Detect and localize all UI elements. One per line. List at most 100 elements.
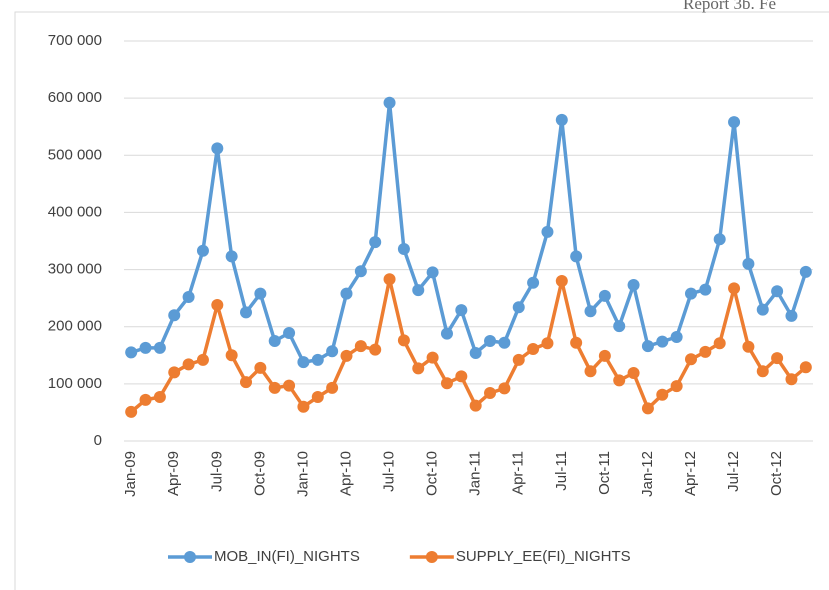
- x-tick-label: Jul-10: [381, 451, 398, 492]
- data-point: [397, 334, 410, 347]
- y-tick-label: 500 000: [48, 146, 102, 163]
- data-point: [785, 309, 798, 322]
- data-point: [297, 400, 310, 413]
- data-point: [641, 340, 654, 353]
- header-band: [0, 0, 829, 11]
- y-tick-label: 200 000: [48, 318, 102, 335]
- data-point: [541, 225, 554, 238]
- data-point: [369, 343, 382, 356]
- data-point: [369, 236, 382, 249]
- legend-marker: [425, 551, 438, 563]
- data-point: [742, 257, 755, 270]
- data-point: [555, 113, 568, 126]
- data-point: [182, 291, 195, 303]
- x-tick-label: Oct-10: [424, 451, 441, 496]
- data-point: [713, 233, 726, 246]
- data-point: [512, 301, 525, 314]
- data-point: [297, 356, 310, 369]
- data-point: [541, 337, 554, 350]
- data-point: [613, 320, 626, 333]
- data-point: [498, 382, 511, 395]
- data-point: [570, 336, 583, 349]
- data-point: [196, 353, 209, 366]
- data-point: [641, 402, 654, 415]
- data-point: [570, 250, 583, 263]
- data-point: [340, 287, 353, 300]
- data-point: [326, 381, 339, 394]
- data-point: [254, 287, 267, 300]
- data-point: [684, 287, 697, 300]
- x-tick-label: Apr-10: [337, 451, 354, 496]
- data-point: [670, 331, 683, 343]
- x-tick-label: Jan-09: [122, 451, 139, 497]
- y-tick-label: 600 000: [48, 89, 102, 106]
- data-point: [139, 393, 152, 406]
- data-point: [756, 303, 769, 316]
- data-point: [211, 142, 224, 155]
- data-point: [153, 391, 166, 403]
- data-point: [139, 341, 152, 354]
- x-tick-label: Oct-09: [251, 451, 268, 496]
- legend-marker: [184, 551, 196, 563]
- x-tick-label: Jan-11: [467, 451, 484, 496]
- data-point: [584, 305, 597, 318]
- data-point: [670, 380, 683, 393]
- data-point: [756, 365, 769, 378]
- data-point: [397, 243, 410, 255]
- data-point: [412, 284, 425, 297]
- data-point: [125, 405, 138, 418]
- data-point: [771, 285, 784, 298]
- data-point: [354, 265, 367, 278]
- data-point: [283, 327, 296, 339]
- data-point: [455, 370, 468, 383]
- data-point: [527, 276, 540, 289]
- legend-item: MOB_IN(FI)_NIGHTS: [168, 548, 360, 565]
- data-point: [656, 388, 669, 401]
- data-point: [383, 96, 396, 109]
- data-point: [283, 379, 296, 392]
- data-point: [484, 387, 497, 399]
- data-point: [469, 347, 482, 359]
- data-point: [240, 306, 253, 319]
- data-point: [799, 265, 812, 278]
- data-point: [699, 283, 712, 296]
- data-point: [182, 358, 195, 371]
- data-point: [326, 345, 339, 358]
- data-point: [713, 337, 726, 350]
- data-point: [498, 336, 511, 349]
- x-tick-label: Jan-12: [639, 451, 656, 497]
- data-point: [728, 282, 741, 295]
- data-point: [354, 340, 367, 353]
- y-tick-label: 0: [94, 432, 102, 449]
- data-point: [484, 335, 497, 347]
- data-point: [598, 289, 611, 302]
- legend-label: MOB_IN(FI)_NIGHTS: [214, 548, 360, 565]
- legend-label: SUPPLY_EE(FI)_NIGHTS: [456, 548, 631, 565]
- x-tick-label: Apr-11: [510, 451, 527, 495]
- data-point: [527, 343, 540, 355]
- data-point: [153, 341, 166, 354]
- data-point: [512, 353, 525, 366]
- data-point: [627, 367, 640, 379]
- data-point: [699, 345, 712, 358]
- data-point: [268, 335, 281, 347]
- data-point: [168, 309, 181, 322]
- data-point: [684, 353, 697, 366]
- data-point: [426, 266, 439, 279]
- data-point: [412, 362, 425, 375]
- y-tick-label: 400 000: [48, 203, 102, 220]
- header-text: Report 3b. Fe: [683, 0, 776, 13]
- data-point: [211, 299, 224, 311]
- data-point: [311, 353, 324, 366]
- legend-item: SUPPLY_EE(FI)_NIGHTS: [409, 548, 631, 565]
- x-tick-label: Apr-09: [165, 451, 182, 496]
- data-point: [598, 349, 611, 362]
- series-line: [130, 100, 808, 364]
- x-tick-label: Apr-12: [682, 451, 699, 496]
- data-point: [254, 361, 267, 374]
- y-tick-label: 700 000: [48, 32, 102, 49]
- data-point: [469, 399, 482, 412]
- data-point: [268, 381, 281, 394]
- data-point: [771, 352, 784, 365]
